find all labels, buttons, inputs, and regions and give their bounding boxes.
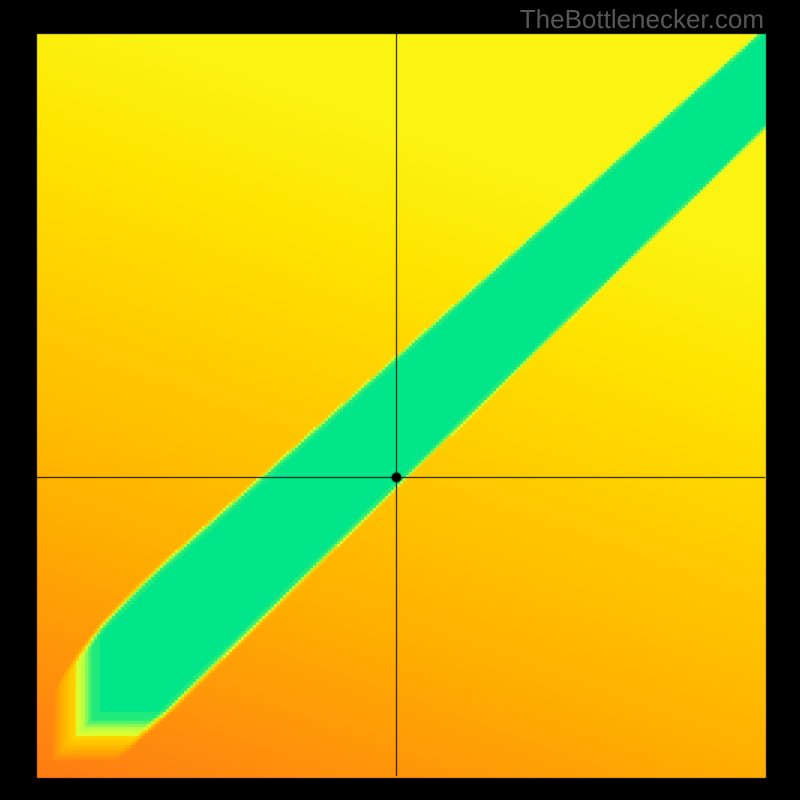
figure-stage: TheBottlenecker.com xyxy=(0,0,800,800)
watermark-text: TheBottlenecker.com xyxy=(520,4,764,35)
bottleneck-heatmap xyxy=(0,0,800,800)
